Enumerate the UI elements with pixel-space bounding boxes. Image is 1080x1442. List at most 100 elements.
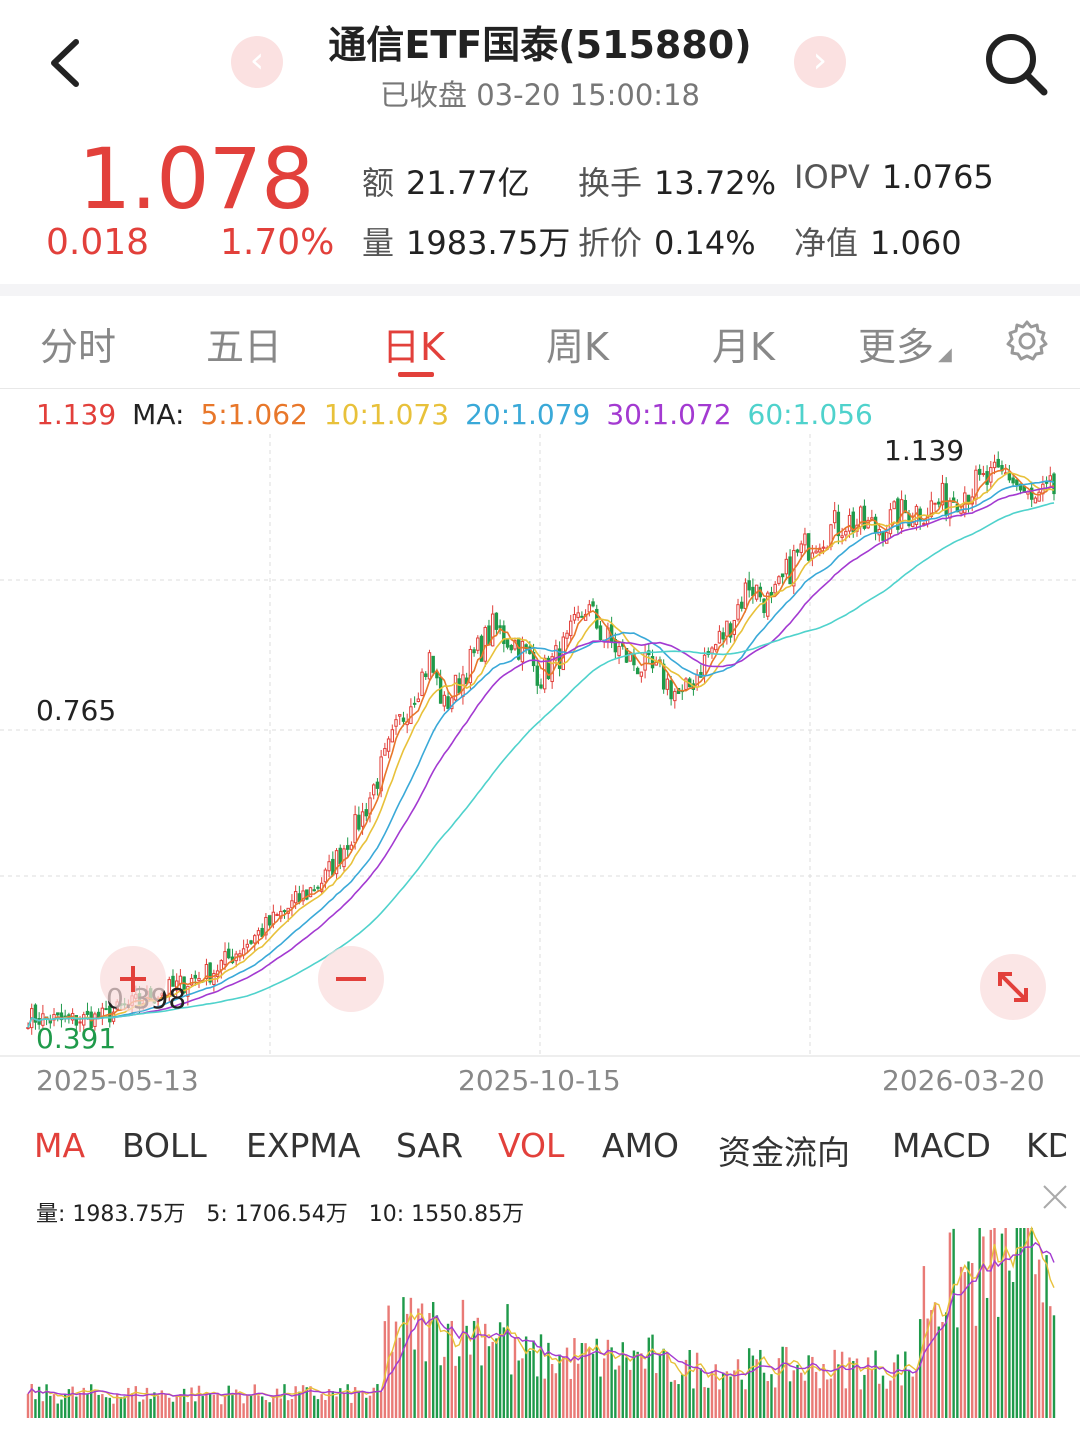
back-arrow-icon[interactable] xyxy=(30,28,100,98)
volume-bar xyxy=(409,1297,413,1418)
candle-body xyxy=(227,948,231,959)
volume-bar xyxy=(435,1315,439,1418)
volume-bar xyxy=(242,1403,245,1418)
tab-monthly-k[interactable]: 月K xyxy=(712,325,775,369)
volume-bar xyxy=(238,1394,242,1418)
candle-body xyxy=(539,684,543,689)
volume-bar xyxy=(956,1327,959,1418)
candle-body xyxy=(728,623,733,638)
candle-body xyxy=(357,814,361,830)
volume-bar xyxy=(878,1383,881,1418)
volume-bar xyxy=(688,1349,691,1418)
indicator-tab-macd[interactable]: MACD xyxy=(892,1126,991,1165)
tab-daily-k[interactable]: 日K xyxy=(382,325,445,369)
candle-body xyxy=(710,647,714,654)
volume-bar xyxy=(800,1372,803,1418)
volume-bar xyxy=(971,1263,974,1418)
minus-icon xyxy=(336,977,366,981)
tab-intraday[interactable]: 分时 xyxy=(40,325,117,369)
tab-more[interactable]: 更多 ◢ xyxy=(858,325,952,369)
candle-body xyxy=(468,649,473,684)
close-icon[interactable] xyxy=(1040,1182,1070,1212)
volume-bar xyxy=(610,1347,613,1418)
candle-body xyxy=(628,652,632,662)
candle-body xyxy=(569,620,573,637)
volume-bar xyxy=(134,1386,138,1418)
candle-body xyxy=(416,698,421,703)
volume-chart[interactable] xyxy=(0,1214,1080,1420)
volume-bar xyxy=(829,1378,833,1418)
indicator-tab-expma[interactable]: EXPMA xyxy=(246,1126,361,1165)
fullscreen-button[interactable] xyxy=(980,954,1046,1020)
zoom-out-button[interactable] xyxy=(318,946,384,1012)
candle-body xyxy=(806,533,811,561)
volume-bar xyxy=(963,1272,966,1418)
volume-bar xyxy=(249,1395,253,1418)
volume-bar xyxy=(625,1357,628,1418)
candle-body xyxy=(554,645,558,661)
stat-turnover: 换手 13.72% xyxy=(578,164,777,202)
candle-body xyxy=(249,940,253,944)
volume-bar xyxy=(149,1398,152,1418)
indicator-tab-amo[interactable]: AMO xyxy=(602,1126,680,1165)
candle-body xyxy=(375,781,380,789)
volume-bar xyxy=(629,1369,632,1418)
candle-body xyxy=(977,468,982,475)
gear-icon[interactable] xyxy=(1004,318,1050,364)
volume-ma10-line xyxy=(27,1241,1055,1397)
indicator-tab-sar[interactable]: SAR xyxy=(396,1126,464,1165)
candle-body xyxy=(308,887,313,898)
volume-bar xyxy=(814,1371,818,1418)
volume-bar xyxy=(524,1336,528,1418)
candle-body xyxy=(922,522,926,526)
volume-bar xyxy=(528,1351,532,1418)
volume-bar xyxy=(811,1356,814,1418)
volume-bar xyxy=(93,1390,97,1418)
candle-body xyxy=(717,630,722,644)
search-icon[interactable] xyxy=(978,26,1054,102)
previous-stock-button[interactable]: ‹ xyxy=(231,36,283,88)
indicator-tab-kd[interactable]: KD xyxy=(1026,1126,1066,1165)
volume-bar xyxy=(153,1392,156,1418)
candle-body xyxy=(847,514,852,532)
candle-body xyxy=(74,1015,79,1026)
indicator-tab-vol[interactable]: VOL xyxy=(498,1126,565,1165)
candle-body xyxy=(279,910,283,919)
volume-bar xyxy=(205,1392,208,1418)
volume-bar xyxy=(424,1361,427,1418)
volume-bar xyxy=(874,1350,877,1418)
volume-bar xyxy=(859,1389,862,1418)
volume-bar xyxy=(171,1401,175,1418)
volume-bar xyxy=(175,1396,178,1418)
candle-body xyxy=(301,890,305,902)
candle-body xyxy=(1011,477,1015,484)
volume-bar xyxy=(554,1373,558,1418)
candle-body xyxy=(769,591,774,596)
volume-bar xyxy=(944,1312,948,1418)
volume-bar xyxy=(34,1399,37,1418)
volume-bar xyxy=(327,1389,331,1418)
volume-bar xyxy=(257,1395,260,1418)
indicator-tab-ma[interactable]: MA xyxy=(34,1126,86,1165)
volume-bar xyxy=(294,1386,297,1418)
volume-bar xyxy=(547,1342,550,1418)
volume-bar xyxy=(123,1396,126,1418)
volume-bar xyxy=(1041,1302,1045,1418)
candle-body xyxy=(777,576,781,584)
zoom-in-button[interactable] xyxy=(100,946,166,1012)
indicator-tab-boll[interactable]: BOLL xyxy=(122,1126,207,1165)
candle-body xyxy=(438,676,443,704)
candlestick-chart[interactable] xyxy=(0,434,1080,1060)
tab-five-day[interactable]: 五日 xyxy=(206,325,283,369)
tab-weekly-k[interactable]: 周K xyxy=(546,325,609,369)
indicator-tab-fund-flow[interactable]: 资金流向 xyxy=(718,1133,850,1172)
candle-body xyxy=(773,583,777,594)
next-stock-button[interactable]: › xyxy=(794,36,846,88)
volume-value: 量: 1983.75万 xyxy=(36,1202,186,1227)
volume-bar xyxy=(513,1337,517,1418)
candle-body xyxy=(349,844,354,850)
candle-body xyxy=(1018,483,1023,491)
volume-bar xyxy=(959,1266,963,1418)
candle-body xyxy=(442,694,447,707)
candle-body xyxy=(253,935,257,944)
